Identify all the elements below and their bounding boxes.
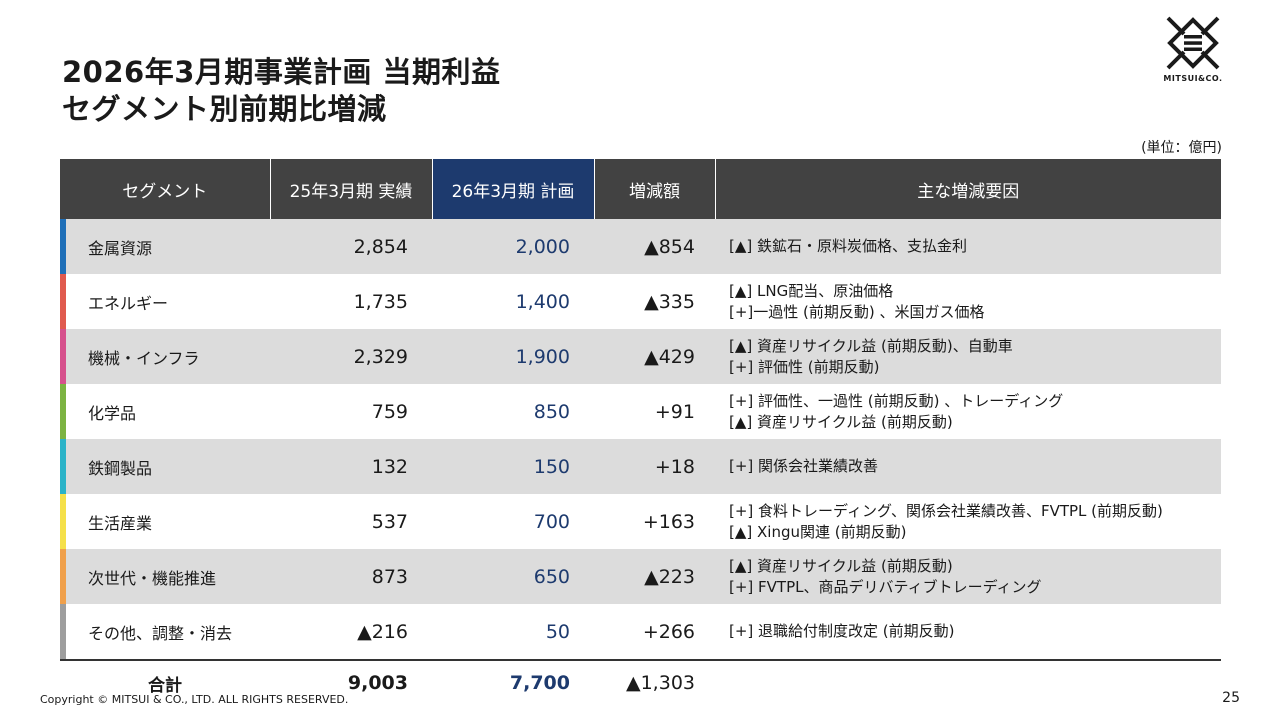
segment-color-bar (60, 274, 66, 329)
factor-line: [▲] 資産リサイクル益 (前期反動) (729, 412, 953, 431)
segment-name: その他、調整・消去 (60, 604, 270, 661)
actual-value: ▲216 (270, 604, 432, 661)
segment-label: その他、調整・消去 (88, 623, 233, 643)
table-row: 生活産業 537 700 +163 [+] 食料トレーディング、関係会社業績改善、FVT… (60, 494, 1221, 549)
actual-value: 759 (371, 400, 408, 423)
factor-line: [+]一過性 (前期反動) 、米国ガス価格 (729, 302, 985, 321)
segment-label: 次世代・機能推進 (88, 568, 217, 588)
change-factors: [▲] LNG配当、原油価格 [+]一過性 (前期反動) 、米国ガス価格 (715, 274, 1221, 329)
segment-label: 機械・インフラ (88, 348, 200, 368)
plan-value: 50 (432, 604, 594, 661)
page-number: 25 (1222, 690, 1240, 706)
segment-color-bar (60, 494, 66, 549)
header-plan: 26年3月期 計画 (431, 159, 594, 219)
segment-color-bar (60, 549, 66, 604)
total-plan: 7,700 (509, 672, 570, 694)
table-row: 機械・インフラ 2,329 1,900 ▲429 [▲] 資産リサイクル益 (前期反動)… (60, 329, 1221, 384)
actual-value: 2,854 (270, 219, 432, 274)
actual-value: 873 (270, 549, 432, 604)
copyright-text: Copyright © MITSUI & CO., LTD. ALL RIGHT… (40, 693, 349, 706)
segment-name: 金属資源 (60, 219, 270, 274)
page-title: 2026年3月期事業計画 当期利益 セグメント別前期比増減 (62, 54, 501, 128)
factor-line: [▲] 鉄鉱石・原料炭価格、支払金利 (729, 237, 968, 255)
plan-value: 1,900 (432, 329, 594, 384)
factor-line: [▲] LNG配当、原油価格 (729, 281, 894, 300)
change-value: ▲854 (594, 219, 715, 274)
header-actual: 25年3月期 実績 (269, 159, 432, 219)
segment-name: 生活産業 (60, 494, 270, 549)
plan-value: 150 (432, 439, 594, 494)
factor-line: [+] 評価性、一過性 (前期反動) 、トレーディング (729, 391, 1064, 410)
segment-color-bar (60, 384, 66, 439)
segment-color-bar (60, 439, 66, 494)
actual-value: 2,329 (270, 329, 432, 384)
change-factors: [▲] 資産リサイクル益 (前期反動) [+] FVTPL、商品デリバティブトレー… (715, 549, 1221, 604)
table-row: 鉄鋼製品 132 150 +18 [+] 関係会社業績改善 (60, 439, 1221, 494)
total-factors-empty (715, 660, 1221, 705)
factor-line: [+] 退職給付制度改定 (前期反動) (729, 622, 955, 640)
unit-label: (単位：億円) (1141, 140, 1222, 156)
logo-text: MITSUI&CO. (1163, 74, 1223, 83)
change-value: ▲335 (644, 290, 695, 313)
table-row: エネルギー 1,735 1,400 ▲335 [▲] LNG配当、原油価格 [+]一過性 … (60, 274, 1221, 329)
segment-name: 次世代・機能推進 (60, 549, 270, 604)
segment-color-bar (60, 329, 66, 384)
company-logo: MITSUI&CO. (1160, 14, 1226, 83)
factor-line: [+] 関係会社業績改善 (729, 457, 879, 475)
factor-line: [+] 食料トレーディング、関係会社業績改善、FVTPL (前期反動) (729, 501, 1163, 520)
segment-color-bar (60, 604, 66, 659)
change-value: +163 (642, 510, 695, 533)
change-value: +18 (594, 439, 715, 494)
factor-line: [▲] 資産リサイクル益 (前期反動) (729, 556, 953, 575)
actual-value: 537 (371, 510, 408, 533)
segment-name: エネルギー (60, 274, 270, 329)
change-value: +91 (654, 400, 695, 423)
mitsui-logo-icon (1166, 16, 1220, 70)
actual-value: 132 (270, 439, 432, 494)
header-factors: 主な増減要因 (714, 159, 1221, 219)
plan-value: 700 (533, 510, 570, 533)
change-value: ▲429 (594, 329, 715, 384)
plan-value: 850 (533, 400, 570, 423)
change-factors: [+] 関係会社業績改善 (715, 439, 1221, 494)
factor-line: [▲] 資産リサイクル益 (前期反動)、自動車 (729, 336, 1013, 355)
total-change: ▲1,303 (625, 672, 695, 694)
plan-value: 650 (432, 549, 594, 604)
segment-table: セグメント 25年3月期 実績 26年3月期 計画 増減額 主な増減要因 金属資… (60, 159, 1221, 705)
table-row: 金属資源 2,854 2,000 ▲854 [▲] 鉄鉱石・原料炭価格、支払金利 (60, 219, 1221, 274)
title-line-1: 2026年3月期事業計画 当期利益 (62, 55, 501, 89)
factor-line: [+] FVTPL、商品デリバティブトレーディング (729, 577, 1042, 596)
table-header-row: セグメント 25年3月期 実績 26年3月期 計画 増減額 主な増減要因 (60, 159, 1221, 219)
factor-line: [+] 評価性 (前期反動) (729, 357, 880, 376)
segment-label: 生活産業 (88, 513, 153, 533)
total-label: 合計 (148, 675, 182, 696)
segment-name: 鉄鋼製品 (60, 439, 270, 494)
plan-value: 1,400 (515, 290, 570, 313)
change-factors: [+] 退職給付制度改定 (前期反動) (715, 604, 1221, 661)
change-value: ▲223 (594, 549, 715, 604)
segment-name: 機械・インフラ (60, 329, 270, 384)
total-actual: 9,003 (347, 672, 408, 694)
change-factors: [+] 評価性、一過性 (前期反動) 、トレーディング [▲] 資産リサイクル益 … (715, 384, 1221, 439)
segment-color-bar (60, 219, 66, 274)
factor-line: [▲] Xingu関連 (前期反動) (729, 522, 907, 541)
header-change: 増減額 (593, 159, 715, 219)
segment-label: 鉄鋼製品 (88, 458, 153, 478)
table-row: 化学品 759 850 +91 [+] 評価性、一過性 (前期反動) 、トレーディング[… (60, 384, 1221, 439)
segment-name: 化学品 (60, 384, 270, 439)
segment-label: 金属資源 (88, 238, 153, 258)
total-row: 合計 9,003 7,700 ▲1,303 (60, 660, 1221, 705)
header-segment: セグメント (60, 159, 270, 219)
plan-value: 2,000 (432, 219, 594, 274)
segment-label: エネルギー (88, 293, 169, 313)
change-factors: [+] 食料トレーディング、関係会社業績改善、FVTPL (前期反動) [▲] X… (715, 494, 1221, 549)
change-factors: [▲] 鉄鉱石・原料炭価格、支払金利 (715, 219, 1221, 274)
change-value: +266 (594, 604, 715, 661)
actual-value: 1,735 (353, 290, 408, 313)
title-line-2: セグメント別前期比増減 (62, 92, 387, 126)
change-factors: [▲] 資産リサイクル益 (前期反動)、自動車 [+] 評価性 (前期反動) (715, 329, 1221, 384)
table-row: その他、調整・消去 ▲216 50 +266 [+] 退職給付制度改定 (前期反動) (60, 604, 1221, 661)
segment-label: 化学品 (88, 403, 137, 423)
table-row: 次世代・機能推進 873 650 ▲223 [▲] 資産リサイクル益 (前期反動) [+]… (60, 549, 1221, 604)
